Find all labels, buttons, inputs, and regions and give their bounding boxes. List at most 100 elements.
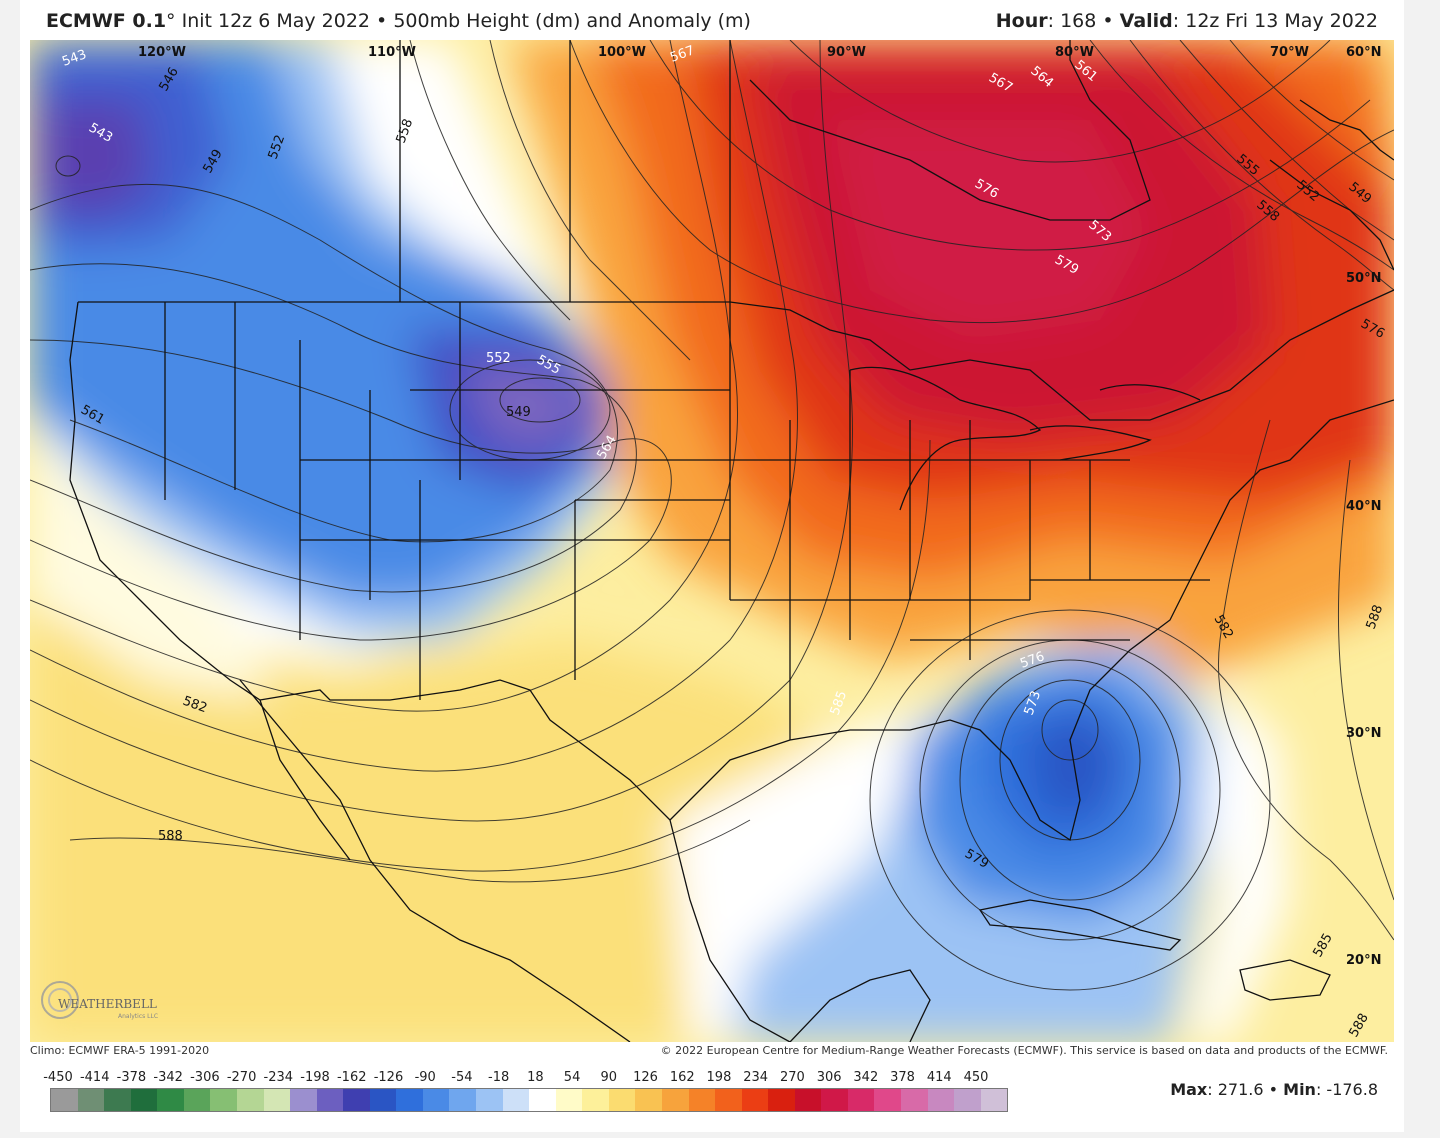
model-name: ECMWF 0.1	[46, 10, 167, 32]
colorbar-swatch	[715, 1089, 742, 1111]
colorbar-swatch	[768, 1089, 795, 1111]
colorbar-swatch	[794, 1089, 822, 1111]
colorbar-tick-label: 54	[563, 1070, 581, 1085]
lon-label-80: 80°W	[1055, 45, 1094, 60]
lat-label-60: 60°N	[1346, 45, 1381, 60]
hour-label: Hour	[995, 10, 1048, 32]
chart-title-right: Hour: 168 • Valid: 12z Fri 13 May 2022	[996, 10, 1378, 32]
colorbar-tick-label: -54	[451, 1070, 473, 1085]
height-contours	[30, 40, 1394, 991]
colorbar-swatch	[901, 1089, 928, 1111]
field-name: 500mb Height (dm) and Anomaly (m)	[393, 10, 751, 32]
colorbar-tick-label: 162	[669, 1070, 695, 1085]
lon-label-70: 70°W	[1270, 45, 1309, 60]
init-time: Init 12z 6 May 2022	[181, 10, 370, 32]
colorbar-tick-label: 450	[963, 1070, 989, 1085]
colorbar-tick-label: 378	[890, 1070, 915, 1085]
colorbar-swatch	[77, 1089, 105, 1111]
colorbar-swatch	[608, 1089, 636, 1111]
colorbar-swatch	[104, 1089, 131, 1111]
contour-label: 588	[158, 829, 183, 844]
colorbar-tick-label: 342	[853, 1070, 879, 1085]
colorbar-tick-label: 126	[633, 1070, 658, 1085]
colorbar-tick-label: -198	[300, 1070, 330, 1085]
colorbar-swatch	[821, 1089, 848, 1111]
colorbar-tick-label: -342	[153, 1070, 183, 1085]
contour-label: 552	[486, 351, 511, 366]
copyright-note: © 2022 European Centre for Medium-Range …	[660, 1044, 1388, 1057]
climo-note: Climo: ECMWF ERA-5 1991-2020	[30, 1044, 210, 1057]
colorbar-swatch	[369, 1089, 397, 1111]
max-min-readout: Max: 271.6 • Min: -176.8	[1170, 1080, 1378, 1099]
min-label: Min	[1283, 1080, 1316, 1099]
weatherbell-logo: WEATHERBELL Analytics LLC	[38, 978, 168, 1030]
colorbar-swatch	[422, 1089, 450, 1111]
chart-title-left: ECMWF 0.1° Init 12z 6 May 2022 • 500mb H…	[46, 10, 751, 32]
max-label: Max	[1170, 1080, 1208, 1099]
colorbar-swatch	[396, 1089, 423, 1111]
colorbar-swatch	[980, 1089, 1008, 1111]
colorbar-tick-label: -414	[79, 1070, 110, 1085]
colorbar-swatch	[635, 1089, 662, 1111]
colorbar-swatch	[343, 1089, 370, 1111]
lat-label-30: 30°N	[1346, 726, 1381, 741]
colorbar-swatch	[476, 1089, 503, 1111]
colorbar-swatch	[236, 1089, 264, 1111]
colorbar-tick-label: 198	[706, 1070, 732, 1085]
colorbar-swatch	[263, 1089, 291, 1111]
colorbar-tick-label: -450	[43, 1070, 73, 1085]
bullet-sep: •	[376, 10, 388, 32]
valid-value: : 12z Fri 13 May 2022	[1172, 10, 1378, 32]
colorbar-swatch	[847, 1089, 875, 1111]
colorbar-tick-label: 270	[779, 1070, 805, 1085]
colorbar-swatch	[582, 1089, 609, 1111]
logo-text: WEATHERBELL	[58, 997, 157, 1011]
colorbar-tick-label: -90	[414, 1070, 436, 1085]
map-svg: 120°W 110°W 100°W 90°W 80°W 70°W 60°N 50…	[30, 40, 1394, 1042]
lon-label-120: 120°W	[138, 45, 186, 60]
colorbar-swatch	[954, 1089, 981, 1111]
colorbar	[50, 1088, 1008, 1112]
colorbar-swatch	[661, 1089, 689, 1111]
colorbar-swatch	[210, 1089, 237, 1111]
colorbar-tick-label: -126	[373, 1070, 404, 1085]
contour-label: 549	[506, 405, 531, 420]
colorbar-tick-label: -378	[116, 1070, 147, 1085]
logo-subtext: Analytics LLC	[118, 1013, 158, 1020]
lon-label-100: 100°W	[598, 45, 646, 60]
colorbar-swatch	[130, 1089, 158, 1111]
colorbar-swatch	[316, 1089, 344, 1111]
colorbar-tick-label: 90	[600, 1070, 618, 1085]
colorbar-swatch	[927, 1089, 955, 1111]
colorbar-swatch	[874, 1089, 901, 1111]
colorbar-swatch	[449, 1089, 476, 1111]
colorbar-tick-label: -162	[336, 1070, 367, 1085]
colorbar-swatch	[183, 1089, 211, 1111]
lat-label-50: 50°N	[1346, 271, 1381, 286]
colorbar-tick-label: 234	[743, 1070, 769, 1085]
graticule-labels: 120°W 110°W 100°W 90°W 80°W 70°W 60°N 50…	[138, 45, 1381, 968]
colorbar-swatch	[290, 1089, 317, 1111]
borders	[69, 40, 1394, 1042]
bullet-sep-3: •	[1268, 1080, 1279, 1099]
hour-value: : 168	[1047, 10, 1097, 32]
colorbar-swatch	[688, 1089, 716, 1111]
colorbar-swatch	[51, 1089, 78, 1111]
colorbar-tick-label: -18	[488, 1070, 510, 1085]
colorbar-tick-label: -270	[226, 1070, 257, 1085]
min-value: : -176.8	[1315, 1080, 1378, 1099]
lat-label-20: 20°N	[1346, 953, 1381, 968]
colorbar-tick-label: 414	[926, 1070, 952, 1085]
colorbar-swatch	[502, 1089, 530, 1111]
max-value: : 271.6	[1207, 1080, 1264, 1099]
lon-label-110: 110°W	[368, 45, 416, 60]
colorbar-tick-label: 18	[527, 1070, 544, 1085]
bullet-sep-2: •	[1102, 10, 1114, 32]
colorbar-tick-label: -234	[263, 1070, 294, 1085]
degree-symbol: °	[166, 10, 176, 32]
colorbar-tick-label: -306	[190, 1070, 220, 1085]
colorbar-tick-label: 306	[816, 1070, 842, 1085]
colorbar-swatch	[555, 1089, 583, 1111]
valid-label: Valid	[1119, 10, 1173, 32]
lon-label-90: 90°W	[827, 45, 866, 60]
